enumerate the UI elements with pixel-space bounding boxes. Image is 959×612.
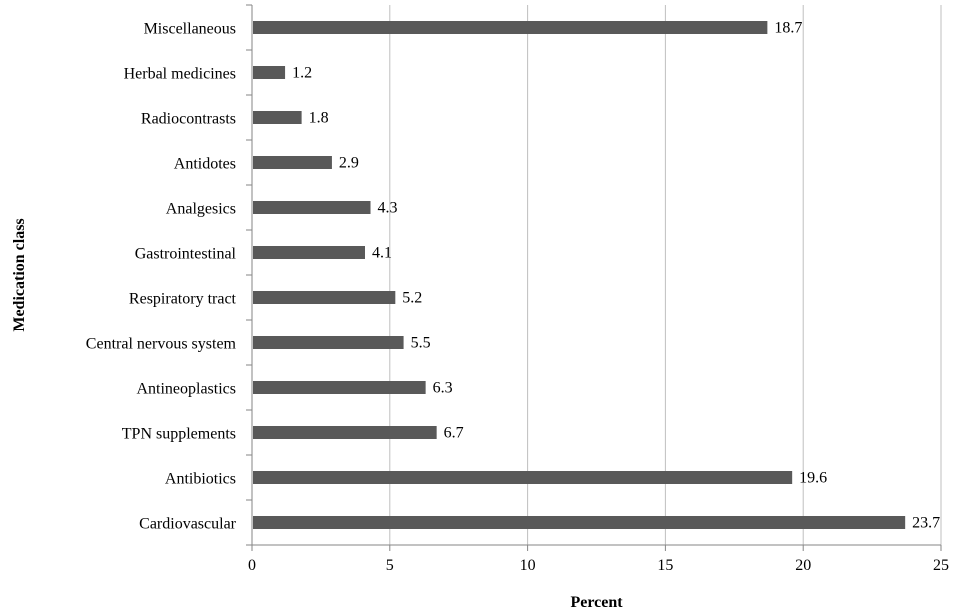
category-label: Antineoplastics	[136, 381, 236, 398]
bar	[253, 111, 302, 124]
x-tick-labels: 0 5 10 15 20 25	[248, 557, 949, 574]
data-label: 5.5	[411, 335, 431, 352]
bar	[253, 291, 396, 304]
data-label: 23.7	[912, 515, 940, 532]
bar	[253, 381, 426, 394]
data-label: 4.1	[372, 245, 392, 262]
data-label: 6.3	[433, 380, 453, 397]
category-label: Central nervous system	[86, 336, 237, 353]
data-label: 4.3	[378, 200, 398, 217]
bar	[253, 66, 286, 79]
category-labels: Miscellaneous Herbal medicines Radiocontra…	[86, 21, 237, 533]
x-tick-label: 10	[520, 557, 536, 574]
category-label: Cardiovascular	[139, 516, 237, 533]
category-label: Analgesics	[166, 201, 236, 218]
category-label: Antidotes	[174, 156, 236, 173]
x-axis-title: Percent	[570, 594, 623, 611]
category-label: Antibiotics	[165, 471, 236, 488]
gridlines	[389, 5, 942, 545]
bars	[253, 21, 906, 529]
data-label: 1.2	[292, 65, 312, 82]
x-tick-label: 15	[657, 557, 673, 574]
bar	[253, 21, 768, 34]
bar	[253, 336, 404, 349]
x-tick-label: 25	[933, 557, 949, 574]
bar	[253, 201, 371, 214]
data-label: 19.6	[799, 470, 827, 487]
data-label: 1.8	[309, 110, 329, 127]
data-label: 5.2	[402, 290, 422, 307]
data-label: 18.7	[774, 20, 802, 37]
y-axis-title: Medication class	[11, 218, 28, 331]
bar	[253, 246, 365, 259]
category-label: Gastrointestinal	[135, 246, 237, 263]
category-label: Respiratory tract	[129, 291, 237, 308]
x-tick-label: 5	[386, 557, 394, 574]
category-label: Radiocontrasts	[141, 111, 236, 128]
category-label: Miscellaneous	[144, 21, 236, 38]
category-label: Herbal medicines	[124, 66, 236, 83]
category-label: TPN supplements	[122, 426, 236, 443]
bar	[253, 471, 793, 484]
x-tick-label: 20	[795, 557, 811, 574]
axes	[246, 4, 942, 551]
data-label: 2.9	[339, 155, 359, 172]
data-label: 6.7	[444, 425, 464, 442]
bar	[253, 156, 332, 169]
bar	[253, 516, 906, 529]
bar	[253, 426, 437, 439]
data-labels: 18.7 1.2 1.8 2.9 4.3 4.1 5.2 5.5 6.3 6.7 19.6 23.7	[292, 20, 940, 532]
x-tick-label: 0	[248, 557, 256, 574]
